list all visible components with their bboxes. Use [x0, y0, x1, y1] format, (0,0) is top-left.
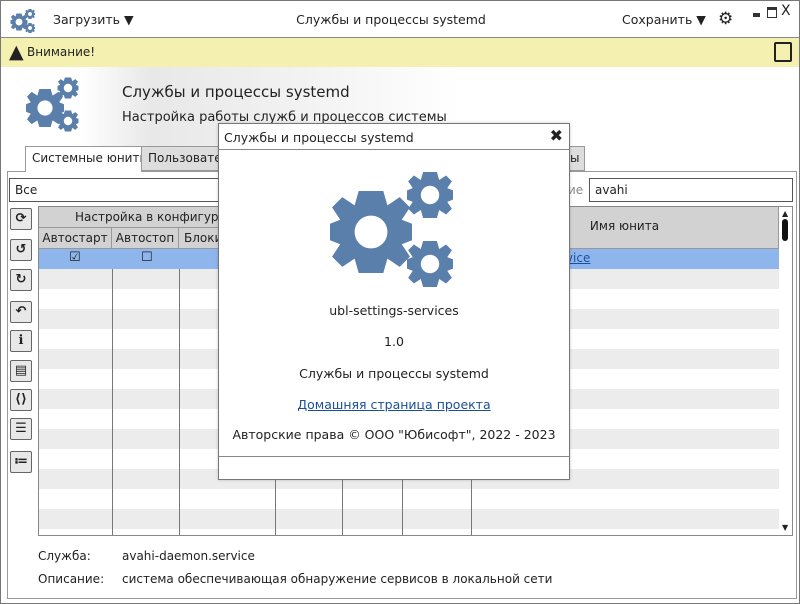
column-autostop[interactable]: Автостоп: [112, 228, 179, 249]
maximize-button[interactable]: [767, 7, 777, 18]
close-button[interactable]: X: [781, 3, 791, 19]
gear-icon[interactable]: ⚙: [718, 9, 734, 29]
history-icon[interactable]: ↺: [10, 239, 32, 261]
table-row[interactable]: [39, 489, 779, 509]
dialog-header: Службы и процессы systemd ✖: [219, 124, 569, 150]
load-label: Загрузить: [53, 12, 120, 27]
title-bar: Загрузить ▼ Службы и процессы systemd Со…: [1, 1, 799, 38]
refresh-icon[interactable]: ⟳: [10, 208, 32, 230]
table-row[interactable]: [39, 509, 779, 529]
tab-user-units[interactable]: Пользовател: [141, 146, 231, 171]
banner-subtitle: Настройка работы служб и процессов систе…: [122, 110, 447, 125]
close-icon[interactable]: ✖: [549, 126, 563, 145]
gears-icon: [10, 9, 35, 33]
app-name: ubl-settings-services: [329, 303, 459, 318]
copyright-text: Авторские права © ООО "Юбисофт", 2022 - …: [232, 427, 556, 442]
warning-triangle-icon: ▲: [9, 41, 24, 63]
app-description: Службы и процессы systemd: [299, 366, 489, 381]
minimize-button[interactable]: [753, 13, 760, 17]
search-input[interactable]: avahi: [589, 178, 793, 202]
description-label: Описание:: [38, 572, 105, 586]
homepage-link[interactable]: Домашняя страница проекта: [297, 397, 491, 412]
autostop-checkbox[interactable]: ☐: [141, 250, 153, 265]
about-dialog: Службы и процессы systemd ✖ ubl-settings…: [218, 123, 570, 480]
load-menu-button[interactable]: Загрузить ▼: [53, 12, 134, 27]
list-icon[interactable]: ≔: [10, 451, 32, 473]
filter-combobox[interactable]: Все: [9, 178, 229, 202]
scrollbar-thumb[interactable]: [782, 219, 788, 241]
banner-title: Службы и процессы systemd: [122, 83, 350, 101]
floppy-lock-icon[interactable]: [774, 42, 792, 62]
info-icon[interactable]: ℹ: [10, 330, 32, 352]
dialog-title: Службы и процессы systemd: [224, 130, 414, 145]
service-label: Служба:: [38, 549, 91, 563]
service-value: avahi-daemon.service: [122, 549, 255, 563]
save-label: Сохранить: [622, 12, 693, 27]
redo-icon[interactable]: ↻: [10, 269, 32, 291]
autostart-checkbox[interactable]: ☑: [69, 250, 81, 265]
list-window-icon[interactable]: ☰: [10, 418, 32, 440]
gears-icon: [26, 77, 79, 132]
tab-system-units[interactable]: Системные юниты: [25, 146, 142, 172]
table-row[interactable]: [39, 529, 779, 535]
dialog-divider: [219, 456, 569, 457]
warning-bar: ▲ Внимание!: [1, 38, 799, 67]
column-autostart[interactable]: Автостарт: [39, 228, 112, 249]
document-icon[interactable]: ▤: [10, 360, 32, 382]
description-value: система обеспечивающая обнаружение серви…: [122, 572, 553, 586]
save-menu-button[interactable]: Сохранить ▼: [622, 12, 706, 27]
code-document-icon[interactable]: ⟨⟩: [10, 389, 32, 411]
app-version: 1.0: [384, 334, 404, 349]
scrollbar[interactable]: ▲ ▼: [779, 207, 792, 535]
undo-icon[interactable]: ↶: [10, 301, 32, 323]
warning-text: Внимание!: [27, 45, 96, 59]
search-label: ие: [568, 183, 584, 197]
app-logo-gears-icon: [330, 172, 453, 287]
